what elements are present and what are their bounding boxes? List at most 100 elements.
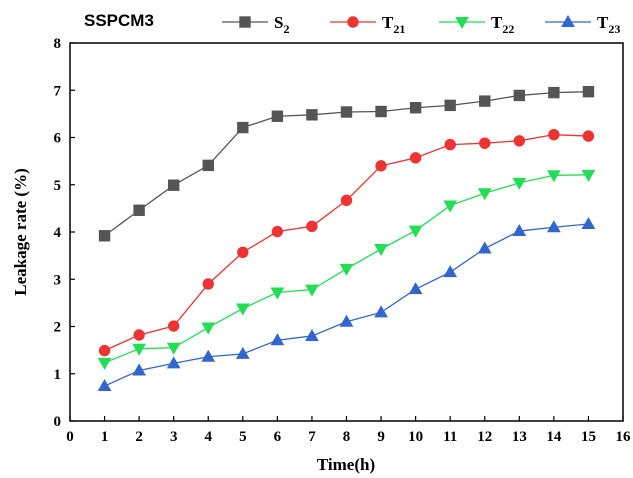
legend-item-t23: T23	[545, 13, 620, 36]
plot-frame	[69, 42, 624, 422]
data-point	[513, 135, 526, 147]
legend-marker	[455, 17, 469, 30]
data-point	[375, 105, 387, 118]
data-point	[133, 204, 145, 216]
data-point	[133, 329, 145, 341]
data-point	[270, 333, 285, 346]
data-point	[167, 320, 180, 332]
legend-item-s2: S2	[222, 13, 289, 36]
series-s2	[98, 85, 595, 242]
data-point	[477, 188, 492, 201]
legend-marker	[239, 16, 251, 28]
legend-label: S2	[274, 13, 289, 36]
data-point	[375, 160, 387, 172]
data-point	[409, 102, 422, 114]
data-point	[374, 305, 388, 318]
legend-item-t22: T22	[439, 13, 514, 36]
legend-label: T22	[491, 13, 514, 36]
data-point	[582, 85, 595, 98]
series-layer	[97, 85, 596, 392]
data-point	[132, 343, 146, 356]
data-point	[340, 106, 353, 118]
data-point	[582, 130, 595, 142]
legend-label-base: T	[491, 13, 503, 32]
data-point	[306, 109, 318, 121]
data-point	[548, 128, 560, 141]
y-tick-label: 3	[54, 272, 62, 288]
x-tick-label: 12	[477, 429, 492, 445]
y-tick-label: 1	[54, 367, 62, 383]
data-point	[166, 356, 181, 369]
series-line	[104, 223, 589, 387]
data-point	[270, 287, 285, 300]
data-point	[166, 342, 181, 355]
data-point	[512, 224, 527, 237]
y-tick-label: 7	[54, 83, 62, 99]
data-point	[97, 357, 112, 370]
data-point	[305, 284, 319, 297]
legend-label: T23	[597, 13, 620, 36]
data-point	[167, 179, 180, 191]
y-tick-label: 8	[54, 36, 62, 52]
x-tick-label: 10	[408, 429, 423, 445]
legend-label-subscript: 2	[283, 22, 289, 36]
series-t21	[98, 128, 595, 357]
data-point	[201, 349, 216, 362]
data-point	[477, 241, 492, 254]
x-tick-label: 11	[443, 429, 457, 445]
legend-label-base: T	[597, 13, 609, 32]
data-point	[271, 225, 284, 238]
x-tick-label: 1	[101, 429, 109, 445]
data-point	[132, 363, 146, 376]
x-tick-label: 0	[66, 429, 74, 445]
data-point	[202, 278, 214, 290]
data-point	[547, 220, 561, 233]
data-point	[443, 265, 458, 278]
data-point	[479, 137, 491, 149]
data-point	[512, 177, 527, 190]
y-tick-label: 6	[54, 131, 62, 147]
x-tick-label: 3	[170, 429, 178, 445]
legend-label-subscript: 22	[502, 22, 514, 36]
x-tick-label: 7	[308, 429, 316, 445]
data-point	[339, 263, 354, 276]
data-point	[235, 346, 250, 359]
y-tick-label: 5	[54, 178, 62, 194]
data-point	[547, 170, 561, 183]
y-tick-label: 2	[54, 320, 62, 336]
series-t23	[97, 216, 596, 392]
data-point	[581, 216, 596, 229]
legend-marker	[561, 14, 575, 27]
data-point	[548, 86, 560, 99]
data-point	[97, 379, 112, 392]
y-tick-label: 0	[54, 414, 62, 430]
data-point	[201, 322, 216, 335]
data-point	[408, 282, 423, 295]
x-tick-label: 14	[546, 429, 562, 445]
x-tick-label: 9	[377, 429, 385, 445]
x-tick-label: 16	[616, 429, 632, 445]
data-point	[340, 194, 353, 207]
legend-item-t21: T21	[330, 13, 405, 36]
data-point	[271, 110, 284, 122]
legend-label-base: T	[382, 13, 394, 32]
data-point	[237, 246, 249, 259]
legend: S2 T21 T22 T23	[222, 13, 620, 36]
data-point	[237, 121, 249, 134]
data-point	[374, 244, 388, 257]
x-tick-label: 15	[581, 429, 596, 445]
data-point	[479, 95, 491, 107]
data-point	[306, 220, 318, 233]
series-t22	[97, 169, 596, 370]
data-point	[581, 169, 596, 182]
y-axis-title: Leakage rate (%)	[11, 168, 30, 295]
data-point	[408, 225, 423, 238]
legend-label: T21	[382, 13, 405, 36]
data-point	[409, 152, 422, 164]
data-point	[513, 89, 526, 102]
legend-label-subscript: 21	[393, 22, 405, 36]
data-point	[98, 230, 111, 242]
legend-label-base: S	[274, 13, 283, 32]
